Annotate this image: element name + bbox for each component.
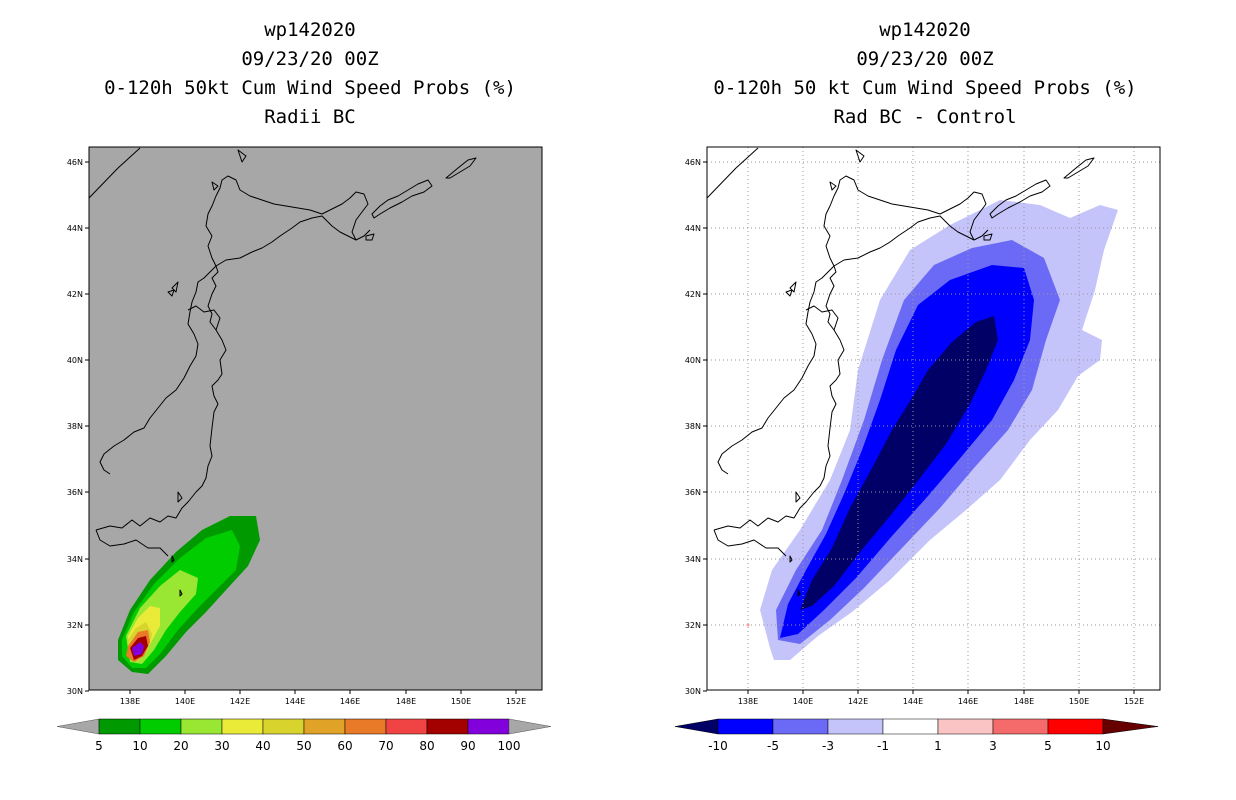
left-colorbar-swatch [344,718,387,735]
lon-label-152E: 152E [1124,697,1144,706]
lon-label-150E: 150E [451,697,471,706]
right-storm-id: wp142020 [879,19,971,41]
lon-label-140E: 140E [793,697,813,706]
left-colorbar-label-30: 30 [214,739,229,753]
lon-label-146E: 146E [340,697,360,706]
lon-label-144E: 144E [285,697,305,706]
lon-label-140E: 140E [175,697,195,706]
left-colorbar-label-50: 50 [296,739,311,753]
lat-label-42N: 42N [685,290,701,299]
right-colorbar-swatch [937,718,994,735]
left-colorbar-label-20: 20 [173,739,188,753]
left-colorbar-swatch [303,718,346,735]
left-colorbar-swatch [467,718,510,735]
lon-label-138E: 138E [738,697,758,706]
lat-label-34N: 34N [67,555,83,564]
lon-label-148E: 148E [396,697,416,706]
lon-label-138E: 138E [120,697,140,706]
left-map [88,146,543,691]
lat-label-32N: 32N [67,621,83,630]
lon-label-152E: 152E [506,697,526,706]
right-colorbar-swatch [772,718,829,735]
left-colorbar-label-40: 40 [255,739,270,753]
lon-label-144E: 144E [903,697,923,706]
left-colorbar-label-100: 100 [498,739,521,753]
left-colorbar-swatch [180,718,223,735]
left-colorbar-label-5: 5 [95,739,103,753]
lon-label-146E: 146E [958,697,978,706]
left-colorbar-swatch [385,718,428,735]
right-colorbar-label-3: 3 [989,739,997,753]
left-colorbar-swatch [426,718,469,735]
right-panel-title: wp142020 09/23/20 00Z 0-120h 50 kt Cum W… [675,16,1175,132]
right-colorbar-low-arrow [674,718,719,735]
lat-label-30N: 30N [67,687,83,696]
lat-label-46N: 46N [67,158,83,167]
right-product-subtitle: Rad BC - Control [833,106,1017,128]
left-colorbar-swatch [139,718,182,735]
right-colorbar-high-arrow [1102,718,1159,735]
right-map-frame [706,146,1161,691]
right-difference-contours [707,147,1160,690]
lat-label-34N: 34N [685,555,701,564]
left-probability-contours [89,147,477,674]
left-init-time: 09/23/20 00Z [241,48,379,70]
right-map [706,146,1161,691]
right-colorbar-label-1: 1 [934,739,942,753]
left-colorbar-label-60: 60 [337,739,352,753]
right-product-title: 0-120h 50 kt Cum Wind Speed Probs (%) [713,77,1137,99]
lat-label-46N: 46N [685,158,701,167]
right-colorbar-swatch [717,718,774,735]
lat-label-32N: 32N [685,621,701,630]
right-colorbar-label--1: -1 [877,739,889,753]
lat-label-36N: 36N [67,488,83,497]
lat-label-30N: 30N [685,687,701,696]
left-colorbar-high-arrow [508,718,552,735]
lon-label-150E: 150E [1069,697,1089,706]
lat-label-38N: 38N [67,422,83,431]
right-init-time: 09/23/20 00Z [856,48,994,70]
left-colorbar-swatch [262,718,305,735]
right-colorbar-label-5: 5 [1044,739,1052,753]
lat-label-44N: 44N [67,224,83,233]
right-colorbar-label--10: -10 [708,739,728,753]
right-colorbar-swatch [992,718,1049,735]
left-colorbar-label-10: 10 [132,739,147,753]
left-colorbar-swatch [98,718,141,735]
lat-label-40N: 40N [67,356,83,365]
small-positive-spot [746,623,750,627]
right-colorbar-swatch [1047,718,1104,735]
lat-label-36N: 36N [685,488,701,497]
right-colorbar-label--5: -5 [767,739,779,753]
lon-label-148E: 148E [1014,697,1034,706]
left-product-title: 0-120h 50kt Cum Wind Speed Probs (%) [104,77,516,99]
right-colorbar-swatch [827,718,884,735]
left-map-frame [88,146,543,691]
left-storm-id: wp142020 [264,19,356,41]
left-product-subtitle: Radii BC [264,106,356,128]
contour-100-percent [132,642,144,656]
left-colorbar-label-80: 80 [419,739,434,753]
left-colorbar-label-90: 90 [460,739,475,753]
right-colorbar-swatch [882,718,939,735]
lat-label-38N: 38N [685,422,701,431]
contour-minus10-region [800,316,998,610]
right-colorbar-label--3: -3 [822,739,834,753]
left-panel-title: wp142020 09/23/20 00Z 0-120h 50kt Cum Wi… [60,16,560,132]
lon-label-142E: 142E [848,697,868,706]
left-colorbar-swatch [221,718,264,735]
lat-label-40N: 40N [685,356,701,365]
right-colorbar-label-10: 10 [1095,739,1110,753]
lon-label-142E: 142E [230,697,250,706]
left-colorbar-label-70: 70 [378,739,393,753]
left-colorbar-low-arrow [56,718,100,735]
lat-label-42N: 42N [67,290,83,299]
lat-label-44N: 44N [685,224,701,233]
